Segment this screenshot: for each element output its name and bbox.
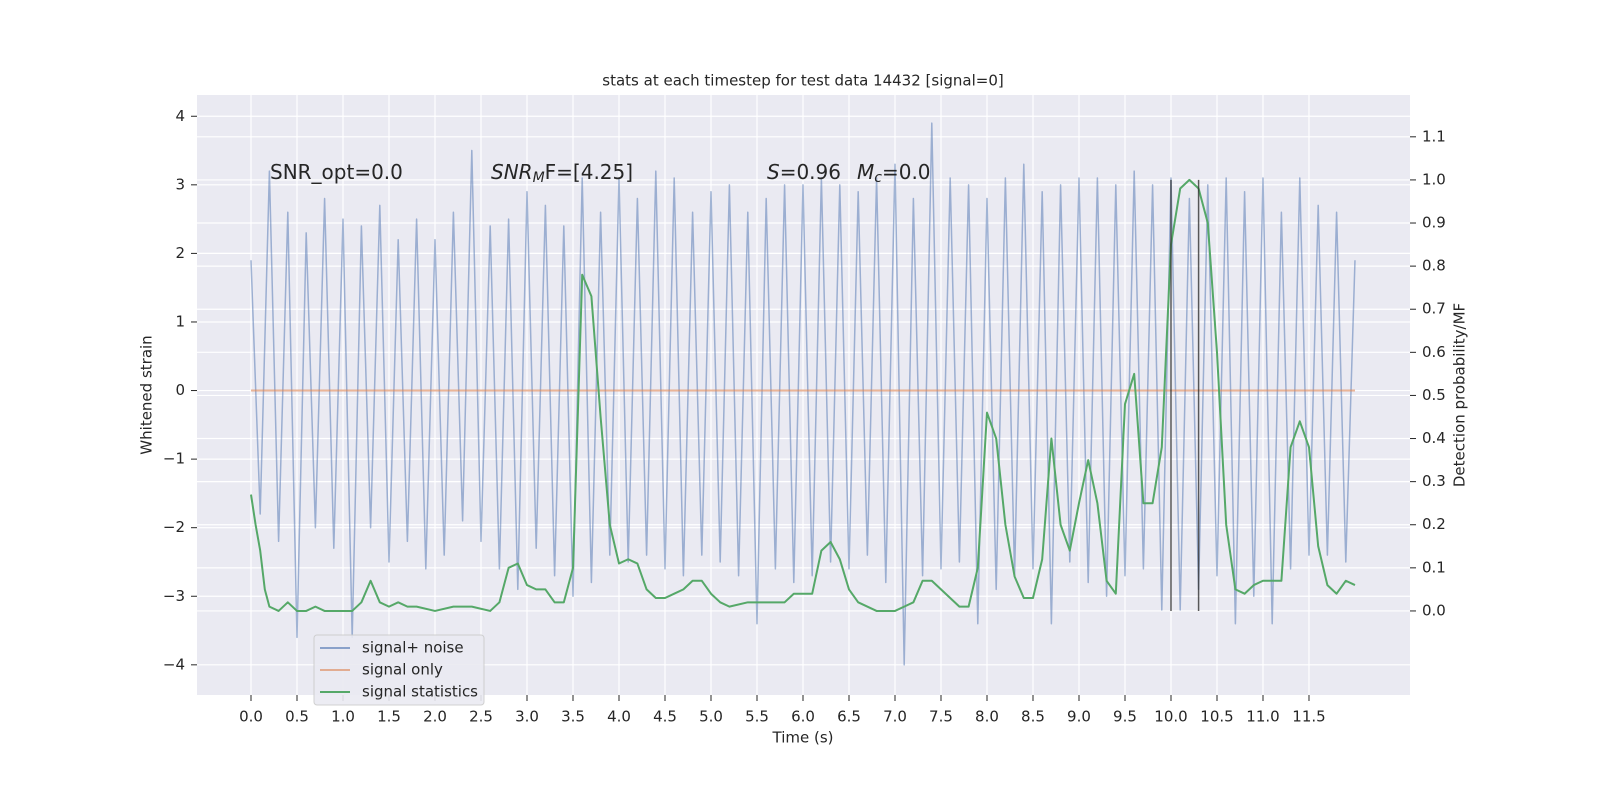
y-axis-label: Whitened strain: [138, 335, 156, 454]
legend-label: signal+ noise: [362, 639, 464, 657]
x-tick-label: 10.5: [1200, 708, 1233, 726]
y2-tick-label: 0.7: [1422, 300, 1446, 318]
annotation-part: =0.0: [882, 160, 931, 184]
y-tick-label: 0: [175, 381, 185, 399]
x-tick-label: 5.5: [745, 708, 769, 726]
y-tick-label: −4: [163, 655, 185, 673]
y2-tick-label: 0.3: [1422, 472, 1446, 490]
annotation-part: SNR_opt=0.0: [270, 160, 403, 184]
x-axis-label: Time (s): [772, 729, 834, 747]
y2-tick-label: 0.4: [1422, 429, 1446, 447]
annotation-part: M: [857, 160, 874, 184]
x-tick-label: 1.0: [331, 708, 355, 726]
annotation-part: c: [874, 170, 882, 186]
x-tick-label: 6.0: [791, 708, 815, 726]
x-tick-label: 6.5: [837, 708, 861, 726]
x-tick-label: 0.5: [285, 708, 309, 726]
series-line: [250, 122, 1356, 666]
y-tick-label: −2: [163, 518, 185, 536]
y2-tick-label: 0.1: [1422, 558, 1446, 576]
x-tick-label: 0.0: [239, 708, 263, 726]
x-tick-label: 2.5: [469, 708, 493, 726]
legend-box: [313, 634, 485, 706]
x-tick-label: 8.0: [975, 708, 999, 726]
y2-tick-label: 1.0: [1422, 170, 1446, 188]
annotation-part: =0.96: [780, 160, 841, 184]
y-tick-label: −1: [163, 450, 185, 468]
x-tick-label: 11.5: [1292, 708, 1325, 726]
y2-tick-label: 1.1: [1422, 127, 1446, 145]
annotation-part: SNR: [491, 160, 533, 184]
y2-tick-label: 0.6: [1422, 343, 1446, 361]
chart-title: stats at each timestep for test data 144…: [602, 72, 1003, 90]
x-tick-label: 11.0: [1246, 708, 1279, 726]
y-tick-label: 1: [175, 312, 185, 330]
y2-axis-label: Detection probability/MF: [1451, 303, 1469, 487]
x-tick-label: 1.5: [377, 708, 401, 726]
annotation-part: M: [533, 170, 545, 186]
annotation-part: S: [767, 160, 780, 184]
y2-tick-label: 0.8: [1422, 257, 1446, 275]
y2-tick-label: 0.2: [1422, 515, 1446, 533]
x-tick-label: 8.5: [1021, 708, 1045, 726]
y-tick-label: 2: [175, 244, 185, 262]
annotation-part: F=[4.25]: [545, 160, 633, 184]
x-tick-label: 9.0: [1067, 708, 1091, 726]
annotation: SNRMF=[4.25]: [491, 160, 633, 187]
x-tick-label: 7.0: [883, 708, 907, 726]
legend-label: signal only: [362, 661, 443, 679]
y-tick-label: −3: [163, 587, 185, 605]
y-tick-label: 3: [175, 175, 185, 193]
legend: signal+ noise signal only signal statistic…: [313, 634, 485, 706]
x-tick-label: 7.5: [929, 708, 953, 726]
annotation: S=0.96 Mc=0.0: [767, 160, 931, 187]
y-tick-label: 4: [175, 107, 185, 125]
x-tick-label: 4.5: [653, 708, 677, 726]
annotations: SNR_opt=0.0 SNRMF=[4.25] S=0.96 Mc=0.0: [270, 160, 931, 187]
x-tick-label: 2.0: [423, 708, 447, 726]
y2-tick-label: 0.9: [1422, 214, 1446, 232]
marks: [250, 122, 1356, 666]
series-line: [250, 178, 1356, 612]
x-tick-label: 3.5: [561, 708, 585, 726]
y2-tick-label: 0.0: [1422, 601, 1446, 619]
legend-label: signal statistics: [362, 683, 478, 701]
x-tick-label: 9.5: [1113, 708, 1137, 726]
y2-tick-label: 0.5: [1422, 386, 1446, 404]
x-tick-label: 3.0: [515, 708, 539, 726]
x-tick-label: 5.0: [699, 708, 723, 726]
annotation: SNR_opt=0.0: [270, 160, 403, 184]
x-tick-label: 4.0: [607, 708, 631, 726]
x-tick-label: 10.0: [1154, 708, 1187, 726]
